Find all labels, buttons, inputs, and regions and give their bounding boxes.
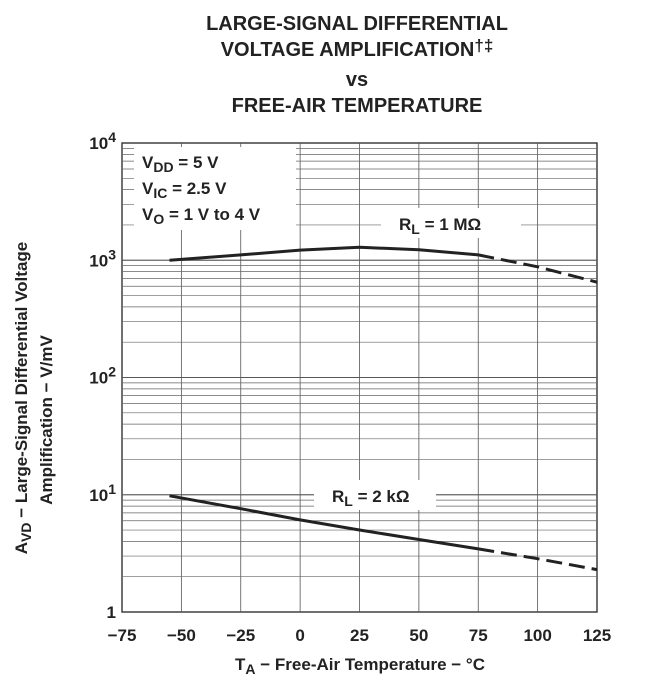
condition-2: VIC = 2.5 V [142, 179, 227, 201]
title-line-3: vs [346, 69, 368, 91]
y-tick-label: 103 [89, 246, 116, 270]
y-tick-label: 101 [89, 481, 116, 505]
x-tick-label: 125 [583, 626, 611, 645]
y-tick-label: 1 [107, 603, 116, 622]
series-2-dashed-line [478, 547, 598, 572]
x-tick-label: 25 [350, 626, 369, 645]
y-tick-label: 104 [89, 129, 116, 153]
x-axis-label: TA − Free-Air Temperature − °C [235, 655, 485, 677]
y-tick-label: 102 [89, 364, 116, 388]
series [169, 245, 598, 572]
x-tick-label: 0 [295, 626, 304, 645]
x-tick-label: −75 [108, 626, 137, 645]
series-2-label-bg [314, 480, 436, 510]
series-1-dashed-line [478, 253, 598, 284]
title-line-4: FREE-AIR TEMPERATURE [232, 95, 483, 117]
x-tick-label: 75 [469, 626, 488, 645]
conditions-box [134, 147, 296, 230]
x-tick-label: 50 [409, 626, 428, 645]
x-tick-label: 100 [523, 626, 551, 645]
x-tick-label: −50 [167, 626, 196, 645]
series-1-solid-line [169, 245, 479, 262]
annotations: VDD = 5 V VIC = 2.5 V VO = 1 V to 4 V RL = … [134, 147, 521, 510]
tick-labels: −75 −50 −25 0 25 50 75 100 125 1 101 102 103 104 [89, 129, 611, 645]
title-line-1: LARGE-SIGNAL DIFFERENTIAL [206, 13, 508, 35]
condition-1: VDD = 5 V [142, 153, 219, 175]
x-tick-label: −25 [226, 626, 255, 645]
y-axis-label-line-2: Amplification − V/mV [37, 335, 56, 505]
condition-3: VO = 1 V to 4 V [142, 205, 261, 227]
grid [121, 142, 598, 613]
axis-labels: TA − Free-Air Temperature − °C AVD − Larg… [12, 242, 485, 677]
series-2-solid-line [169, 494, 479, 551]
series-1-label: RL = 1 MΩ [399, 215, 481, 237]
y-axis-label-line-1: AVD − Large-Signal Differential Voltage [12, 242, 34, 554]
title-line-2: VOLTAGE AMPLIFICATION†‡ [221, 36, 494, 61]
series-2-label: RL = 2 kΩ [332, 487, 409, 509]
series-1-label-bg [381, 208, 521, 238]
